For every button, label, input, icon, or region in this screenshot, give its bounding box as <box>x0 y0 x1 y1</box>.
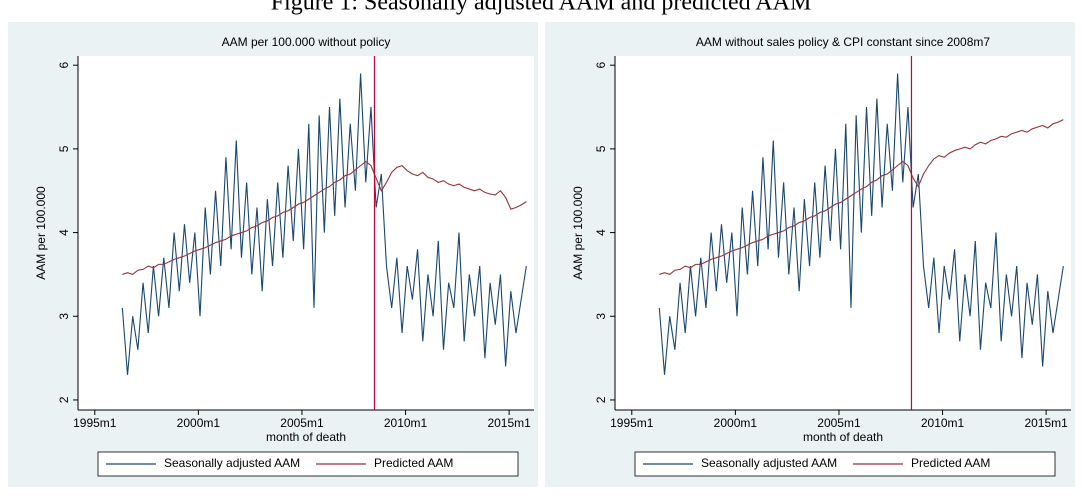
data-line <box>658 73 1064 375</box>
plot-area <box>615 56 1071 410</box>
x-tick-label: 2010m1 <box>384 416 428 430</box>
x-tick-label: 1995m1 <box>610 416 654 430</box>
y-axis-label: AAM per 100.000 <box>571 186 585 280</box>
legend-label: Predicted AAM <box>911 456 990 470</box>
panel: AAM without sales policy & CPI constant … <box>545 22 1075 487</box>
x-tick-label: 2000m1 <box>177 416 221 430</box>
x-tick-label: 2005m1 <box>280 416 324 430</box>
x-axis-label: month of death <box>803 430 883 444</box>
x-tick-label: 2000m1 <box>714 416 758 430</box>
y-tick-label: 4 <box>594 229 608 236</box>
y-tick-label: 3 <box>57 313 71 320</box>
y-tick-label: 2 <box>594 396 608 403</box>
y-tick-label: 3 <box>594 313 608 320</box>
y-axis-label: AAM per 100.000 <box>34 186 48 280</box>
y-tick-label: 6 <box>57 62 71 69</box>
figure-title: Figure 1: Seasonally adjusted AAM and pr… <box>271 0 812 16</box>
legend-box <box>97 451 519 477</box>
panel: AAM per 100.000 without policy 2 3 4 5 6 1995m… <box>8 22 538 487</box>
data-line <box>659 119 1064 276</box>
y-tick-label: 5 <box>594 145 608 152</box>
legend-label: Seasonally adjusted AAM <box>701 456 837 470</box>
panel-title: AAM per 100.000 without policy <box>222 35 391 49</box>
data-line <box>121 73 527 375</box>
x-tick-label: 1995m1 <box>73 416 117 430</box>
y-tick-label: 5 <box>57 145 71 152</box>
x-tick-label: 2015m1 <box>1024 416 1068 430</box>
legend-box <box>634 451 1056 477</box>
y-tick-label: 4 <box>57 229 71 236</box>
plot-area <box>78 56 534 410</box>
y-tick-label: 2 <box>57 396 71 403</box>
x-axis-label: month of death <box>266 430 346 444</box>
panel-title: AAM without sales policy & CPI constant … <box>696 35 990 49</box>
legend-label: Predicted AAM <box>374 456 453 470</box>
y-tick-label: 6 <box>594 62 608 69</box>
x-tick-label: 2015m1 <box>487 416 531 430</box>
data-line <box>122 160 527 276</box>
legend-label: Seasonally adjusted AAM <box>164 456 300 470</box>
x-tick-label: 2010m1 <box>921 416 965 430</box>
x-tick-label: 2005m1 <box>817 416 861 430</box>
